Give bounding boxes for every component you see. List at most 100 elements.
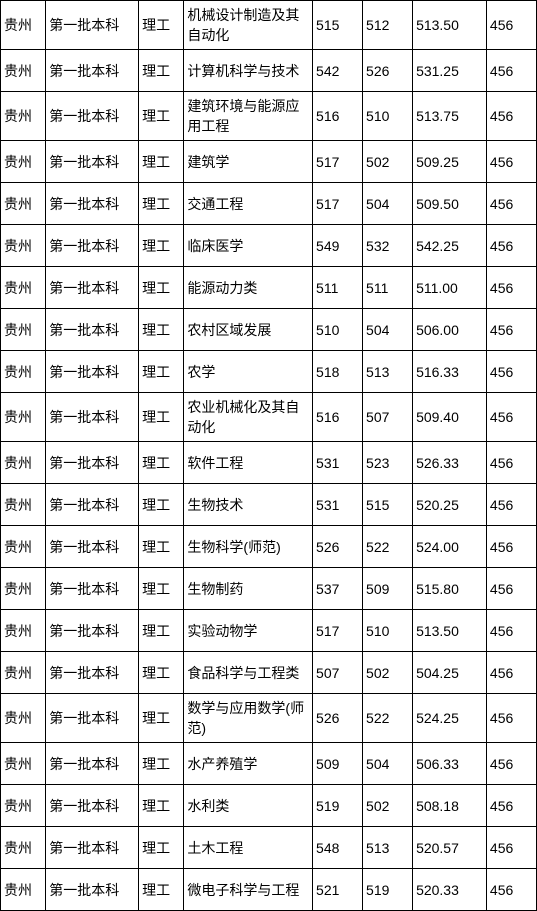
cell-batch: 第一批本科 (46, 442, 139, 484)
cell-line: 456 (486, 526, 536, 568)
cell-province: 贵州 (1, 267, 46, 309)
cell-score2: 513 (363, 351, 413, 393)
cell-score1: 515 (313, 1, 363, 50)
cell-score2: 502 (363, 785, 413, 827)
table-row: 贵州第一批本科理工农业机械化及其自动化516507509.40456 (1, 393, 537, 442)
cell-line: 456 (486, 785, 536, 827)
cell-province: 贵州 (1, 694, 46, 743)
table-row: 贵州第一批本科理工生物科学(师范)526522524.00456 (1, 526, 537, 568)
cell-avg: 516.33 (413, 351, 487, 393)
cell-line: 456 (486, 743, 536, 785)
cell-score1: 516 (313, 92, 363, 141)
cell-major: 水产养殖学 (184, 743, 313, 785)
cell-batch: 第一批本科 (46, 785, 139, 827)
cell-line: 456 (486, 183, 536, 225)
cell-avg: 504.25 (413, 652, 487, 694)
table-row: 贵州第一批本科理工微电子科学与工程521519520.33456 (1, 869, 537, 911)
cell-score2: 511 (363, 267, 413, 309)
cell-province: 贵州 (1, 568, 46, 610)
cell-batch: 第一批本科 (46, 743, 139, 785)
cell-score1: 526 (313, 694, 363, 743)
cell-avg: 513.50 (413, 1, 487, 50)
cell-line: 456 (486, 610, 536, 652)
cell-category: 理工 (139, 442, 184, 484)
cell-category: 理工 (139, 393, 184, 442)
cell-avg: 509.25 (413, 141, 487, 183)
cell-score2: 510 (363, 92, 413, 141)
cell-line: 456 (486, 141, 536, 183)
cell-province: 贵州 (1, 827, 46, 869)
cell-score2: 515 (363, 484, 413, 526)
cell-major: 数学与应用数学(师范) (184, 694, 313, 743)
cell-score1: 548 (313, 827, 363, 869)
cell-major: 建筑环境与能源应用工程 (184, 92, 313, 141)
cell-category: 理工 (139, 610, 184, 652)
cell-batch: 第一批本科 (46, 484, 139, 526)
cell-avg: 524.25 (413, 694, 487, 743)
cell-major: 建筑学 (184, 141, 313, 183)
cell-avg: 520.25 (413, 484, 487, 526)
cell-line: 456 (486, 442, 536, 484)
cell-avg: 520.57 (413, 827, 487, 869)
table-row: 贵州第一批本科理工土木工程548513520.57456 (1, 827, 537, 869)
table-row: 贵州第一批本科理工数学与应用数学(师范)526522524.25456 (1, 694, 537, 743)
cell-avg: 520.33 (413, 869, 487, 911)
cell-category: 理工 (139, 225, 184, 267)
cell-score1: 549 (313, 225, 363, 267)
cell-major: 土木工程 (184, 827, 313, 869)
cell-major: 生物科学(师范) (184, 526, 313, 568)
cell-score2: 504 (363, 743, 413, 785)
cell-score2: 502 (363, 141, 413, 183)
cell-score1: 542 (313, 50, 363, 92)
cell-category: 理工 (139, 827, 184, 869)
cell-line: 456 (486, 267, 536, 309)
cell-category: 理工 (139, 484, 184, 526)
cell-province: 贵州 (1, 652, 46, 694)
cell-province: 贵州 (1, 183, 46, 225)
table-row: 贵州第一批本科理工机械设计制造及其自动化515512513.50456 (1, 1, 537, 50)
cell-score1: 509 (313, 743, 363, 785)
cell-province: 贵州 (1, 50, 46, 92)
cell-score1: 507 (313, 652, 363, 694)
cell-line: 456 (486, 225, 536, 267)
table-row: 贵州第一批本科理工食品科学与工程类507502504.25456 (1, 652, 537, 694)
cell-province: 贵州 (1, 484, 46, 526)
cell-province: 贵州 (1, 1, 46, 50)
table-row: 贵州第一批本科理工农村区域发展510504506.00456 (1, 309, 537, 351)
cell-line: 456 (486, 568, 536, 610)
table-row: 贵州第一批本科理工建筑环境与能源应用工程516510513.75456 (1, 92, 537, 141)
cell-major: 农学 (184, 351, 313, 393)
cell-avg: 513.50 (413, 610, 487, 652)
cell-score2: 504 (363, 183, 413, 225)
table-row: 贵州第一批本科理工水利类519502508.18456 (1, 785, 537, 827)
cell-batch: 第一批本科 (46, 50, 139, 92)
cell-avg: 508.18 (413, 785, 487, 827)
table-row: 贵州第一批本科理工农学518513516.33456 (1, 351, 537, 393)
cell-category: 理工 (139, 568, 184, 610)
table-row: 贵州第一批本科理工建筑学517502509.25456 (1, 141, 537, 183)
cell-category: 理工 (139, 183, 184, 225)
cell-province: 贵州 (1, 442, 46, 484)
cell-line: 456 (486, 393, 536, 442)
cell-batch: 第一批本科 (46, 652, 139, 694)
cell-category: 理工 (139, 694, 184, 743)
table-row: 贵州第一批本科理工临床医学549532542.25456 (1, 225, 537, 267)
cell-line: 456 (486, 351, 536, 393)
cell-avg: 524.00 (413, 526, 487, 568)
cell-batch: 第一批本科 (46, 351, 139, 393)
cell-line: 456 (486, 827, 536, 869)
cell-score2: 519 (363, 869, 413, 911)
cell-avg: 511.00 (413, 267, 487, 309)
cell-major: 农村区域发展 (184, 309, 313, 351)
cell-major: 计算机科学与技术 (184, 50, 313, 92)
cell-score1: 526 (313, 526, 363, 568)
cell-score1: 518 (313, 351, 363, 393)
cell-score2: 532 (363, 225, 413, 267)
cell-province: 贵州 (1, 785, 46, 827)
cell-province: 贵州 (1, 393, 46, 442)
table-row: 贵州第一批本科理工交通工程517504509.50456 (1, 183, 537, 225)
cell-score2: 522 (363, 526, 413, 568)
cell-province: 贵州 (1, 869, 46, 911)
cell-batch: 第一批本科 (46, 267, 139, 309)
cell-score2: 512 (363, 1, 413, 50)
